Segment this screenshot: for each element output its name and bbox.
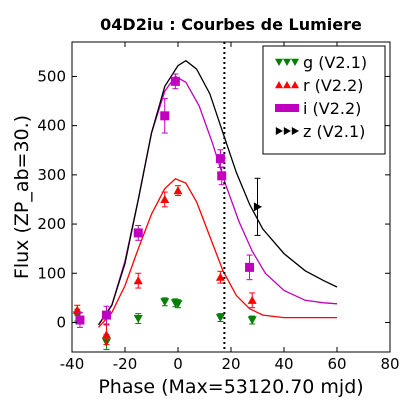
data-point-0-6 xyxy=(215,313,225,323)
legend-marker-2 xyxy=(275,104,283,112)
legend-marker-1 xyxy=(275,81,283,89)
legend: g (V2.1) r (V2.2) i (V2.2) z (V2.1) xyxy=(262,45,386,155)
data-point-2-2 xyxy=(133,228,143,238)
data-point-0-5 xyxy=(173,300,183,309)
legend-label-2: i (V2.2) xyxy=(303,99,361,118)
legend-label-3: z (V2.1) xyxy=(303,122,365,141)
data-point-1-6 xyxy=(247,295,257,304)
y-tick-label: 200 xyxy=(37,215,66,233)
data-point-1-1 xyxy=(101,330,111,339)
x-tick-label: 60 xyxy=(327,355,346,373)
data-point-3-0 xyxy=(253,202,262,212)
y-axis-label: Flux (ZP_ab=30.) xyxy=(11,115,33,279)
data-point-0-7 xyxy=(247,316,257,325)
legend-marker-1 xyxy=(283,81,291,89)
data-point-1-2 xyxy=(133,276,143,285)
legend-marker-3 xyxy=(275,127,283,135)
data-point-0-3 xyxy=(160,298,170,307)
legend-label-0: g (V2.1) xyxy=(303,53,367,72)
y-tick-label: 0 xyxy=(56,313,66,331)
x-tick-label: 20 xyxy=(221,355,240,373)
x-axis-label: Phase (Max=53120.70 mjd) xyxy=(98,376,363,398)
y-tick-label: 300 xyxy=(37,166,66,184)
data-point-1-0 xyxy=(72,305,82,314)
data-point-2-3 xyxy=(160,111,170,121)
legend-marker-2 xyxy=(283,104,291,112)
data-point-1-3 xyxy=(160,194,170,204)
x-tick-label: 40 xyxy=(274,355,293,373)
model-curve-1 xyxy=(98,178,337,328)
y-tick-label: 100 xyxy=(37,264,66,282)
x-tick-label: -20 xyxy=(113,355,138,373)
legend-marker-2 xyxy=(291,104,299,112)
legend-marker-0 xyxy=(291,58,299,66)
x-tick-label: 0 xyxy=(173,355,183,373)
data-point-2-7 xyxy=(245,262,255,272)
data-point-1-4 xyxy=(173,186,183,195)
legend-marker-0 xyxy=(283,58,291,66)
data-point-2-0 xyxy=(75,315,85,325)
legend-marker-3 xyxy=(291,127,299,135)
y-tick-label: 500 xyxy=(37,67,66,85)
x-tick-label: 80 xyxy=(380,355,399,373)
data-point-2-4 xyxy=(170,76,180,86)
model-curve-3 xyxy=(97,59,338,326)
legend-marker-1 xyxy=(291,81,299,89)
data-point-2-6 xyxy=(217,171,227,181)
x-tick-label: -40 xyxy=(60,355,85,373)
data-point-2-1 xyxy=(101,310,111,320)
legend-marker-3 xyxy=(283,127,291,135)
legend-marker-0 xyxy=(275,58,283,66)
chart-title: 04D2iu : Courbes de Lumiere xyxy=(100,15,362,34)
data-point-1-5 xyxy=(215,272,225,281)
legend-label-1: r (V2.2) xyxy=(303,76,364,95)
data-point-2-5 xyxy=(215,154,225,164)
data-point-0-2 xyxy=(133,314,143,324)
axis-ticks: -40 -20 0 20 40 60 80 0 100 200 300 400 500 xyxy=(37,42,400,373)
y-tick-label: 400 xyxy=(37,117,66,135)
legend-box xyxy=(262,45,386,155)
plot-area xyxy=(72,42,338,352)
